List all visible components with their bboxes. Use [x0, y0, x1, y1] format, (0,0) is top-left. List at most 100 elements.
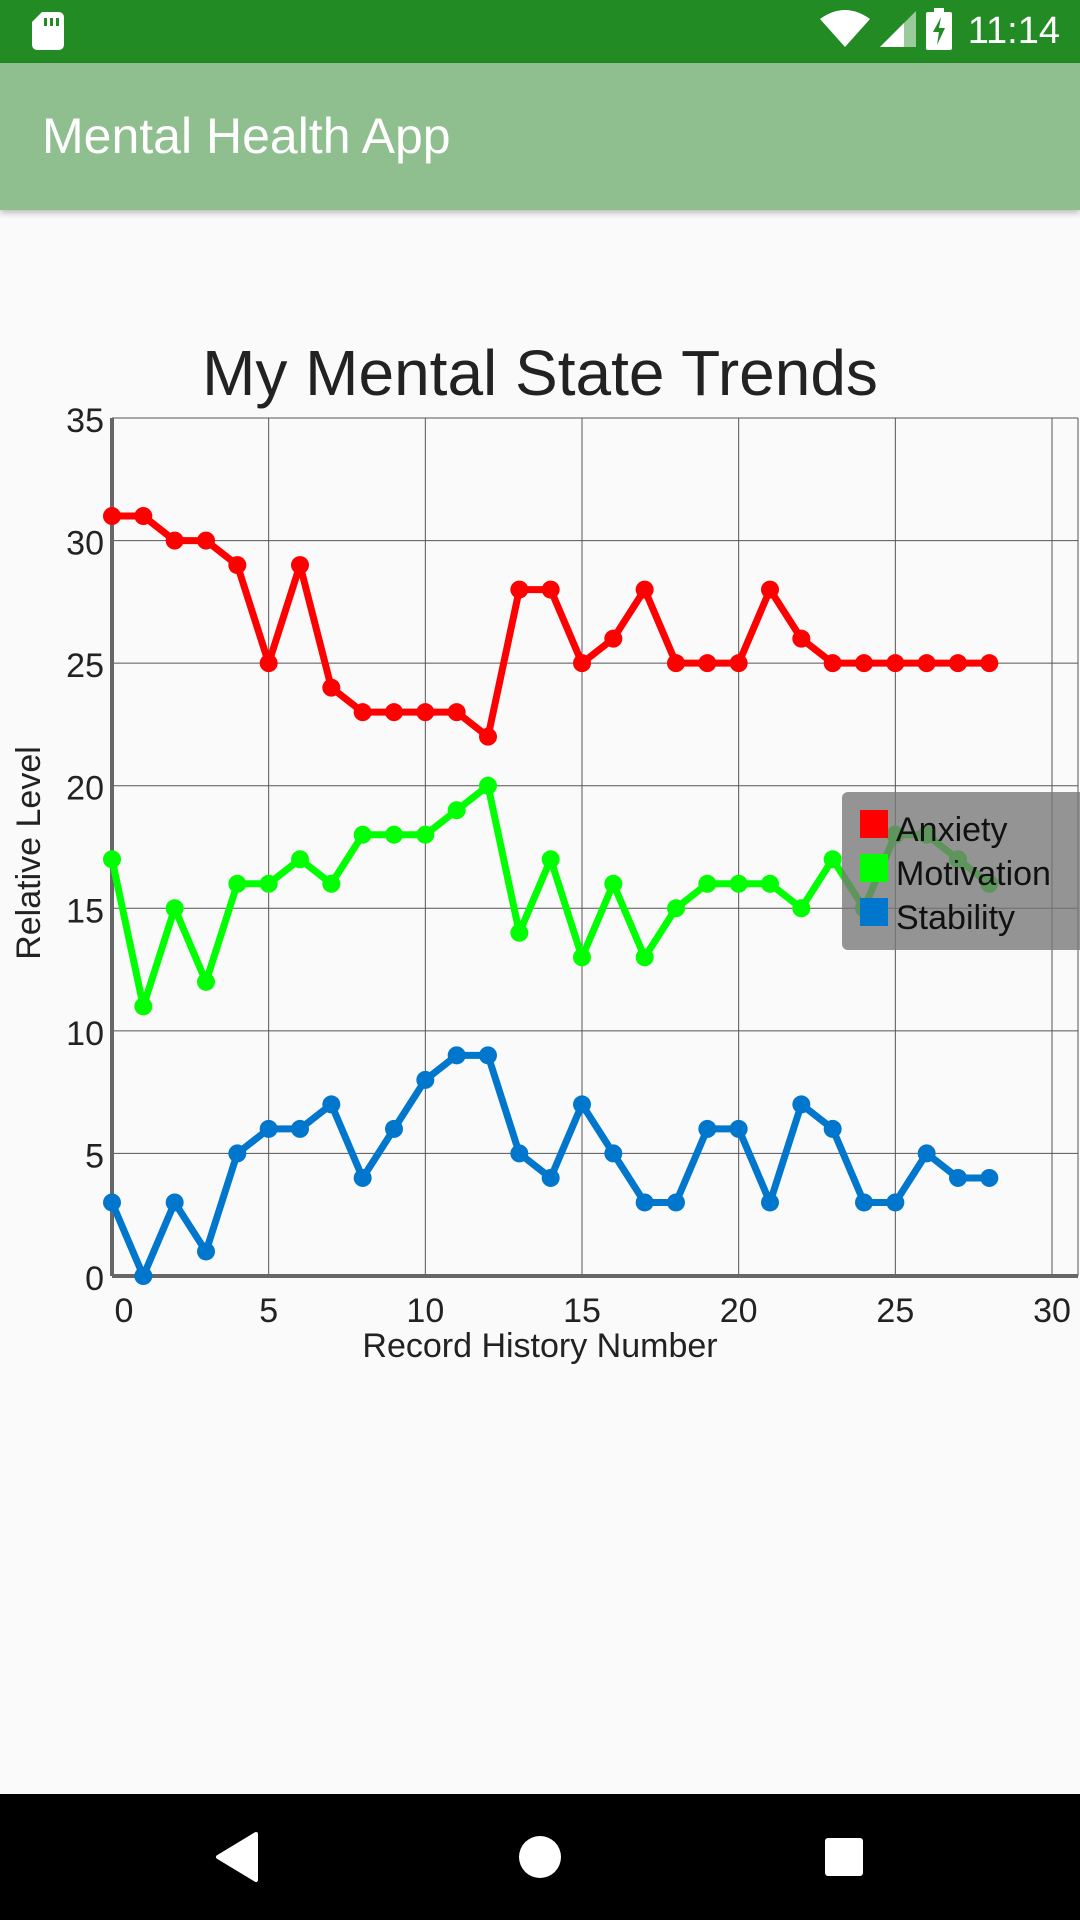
data-point-anxiety [479, 727, 497, 746]
signal-icon [879, 9, 916, 54]
data-point-stability [322, 1095, 341, 1114]
y-tick-label: 10 [66, 1015, 104, 1053]
data-point-stability [165, 1193, 184, 1212]
data-point-anxiety [447, 703, 466, 722]
data-point-motivation [165, 899, 184, 918]
y-tick-label: 15 [66, 892, 104, 930]
data-point-motivation [134, 997, 153, 1016]
chart-legend: Anxiety Motivation Stability [842, 792, 1080, 950]
data-point-stability [103, 1193, 121, 1212]
data-point-motivation [667, 899, 685, 918]
data-point-anxiety [385, 703, 403, 722]
data-point-motivation [729, 874, 748, 893]
data-point-anxiety [510, 580, 529, 599]
data-point-stability [698, 1119, 717, 1138]
series-line-stability [108, 1051, 990, 1280]
data-point-stability [291, 1119, 309, 1138]
legend-label-motivation: Motivation [896, 855, 1051, 893]
data-point-motivation [698, 874, 717, 893]
y-tick-label: 20 [66, 770, 104, 808]
data-point-motivation [823, 850, 842, 869]
x-tick-label: 10 [406, 1292, 444, 1330]
data-point-motivation [103, 850, 121, 869]
back-icon [216, 1832, 258, 1882]
data-point-stability [541, 1168, 560, 1187]
data-point-anxiety [635, 580, 654, 599]
data-point-stability [134, 1267, 153, 1285]
data-point-motivation [322, 874, 341, 893]
data-point-motivation [510, 923, 529, 942]
data-point-motivation [353, 825, 372, 844]
data-point-anxiety [134, 507, 153, 526]
series-line-anxiety [112, 512, 990, 741]
data-point-motivation [479, 776, 497, 795]
y-tick-label: 30 [66, 525, 104, 563]
data-point-anxiety [228, 556, 247, 575]
data-point-anxiety [667, 654, 685, 673]
data-point-anxiety [541, 580, 560, 599]
chart-series [103, 507, 999, 1285]
data-point-anxiety [259, 654, 278, 673]
data-point-motivation [792, 899, 811, 918]
x-axis-label: Record History Number [362, 1327, 717, 1365]
recents-button[interactable] [774, 1794, 914, 1920]
wifi-icon [819, 9, 870, 54]
data-point-anxiety [573, 654, 591, 673]
data-point-anxiety [886, 654, 905, 673]
data-point-anxiety [165, 531, 184, 550]
navigation-bar [0, 1794, 1080, 1920]
chart-ticks: 0 5 10 15 20 25 30 35 0 5 10 15 20 25 30 [66, 402, 1071, 1330]
data-point-anxiety [917, 654, 936, 673]
data-point-stability [980, 1168, 999, 1187]
data-point-anxiety [949, 654, 967, 673]
data-point-stability [667, 1193, 685, 1212]
data-point-stability [761, 1193, 779, 1212]
data-point-stability [385, 1119, 403, 1138]
chart-title: My Mental State Trends [202, 337, 878, 409]
legend-label-stability: Stability [896, 899, 1015, 937]
data-point-anxiety [698, 654, 717, 673]
data-point-anxiety [197, 531, 215, 550]
x-tick-label: 20 [720, 1292, 758, 1330]
status-bar: 11:14 [0, 0, 1080, 63]
data-point-stability [635, 1193, 654, 1212]
data-point-anxiety [729, 654, 748, 673]
x-tick-label: 25 [876, 1292, 914, 1330]
data-point-motivation [573, 948, 591, 967]
data-point-stability [510, 1144, 529, 1163]
data-point-stability [479, 1046, 497, 1065]
data-point-stability [792, 1095, 811, 1114]
legend-swatch-stability [860, 898, 888, 926]
data-point-stability [573, 1095, 591, 1114]
data-point-motivation [447, 801, 466, 820]
back-button[interactable] [166, 1794, 306, 1920]
legend-swatch-anxiety [860, 810, 888, 838]
data-point-stability [823, 1119, 842, 1138]
data-point-anxiety [855, 654, 873, 673]
data-point-motivation [385, 825, 403, 844]
x-tick-label: 0 [115, 1292, 134, 1330]
data-point-anxiety [291, 556, 309, 575]
legend-box [842, 792, 1080, 950]
data-point-anxiety [604, 629, 623, 648]
data-point-stability [729, 1119, 748, 1138]
recents-icon [825, 1838, 863, 1876]
data-point-motivation [604, 874, 623, 893]
home-icon [519, 1836, 561, 1878]
data-point-stability [447, 1046, 466, 1065]
data-point-anxiety [792, 629, 811, 648]
data-point-anxiety [823, 654, 842, 673]
legend-swatch-motivation [860, 854, 888, 882]
y-tick-label: 35 [66, 402, 104, 440]
data-point-stability [228, 1144, 247, 1163]
home-button[interactable] [470, 1794, 610, 1920]
app-title: Mental Health App [42, 108, 451, 164]
data-point-stability [604, 1144, 623, 1163]
data-point-stability [353, 1168, 372, 1187]
battery-charging-icon [925, 8, 952, 55]
data-point-stability [197, 1242, 215, 1261]
data-point-motivation [761, 874, 779, 893]
data-point-anxiety [353, 703, 372, 722]
data-point-motivation [541, 850, 560, 869]
x-tick-label: 30 [1033, 1292, 1071, 1330]
